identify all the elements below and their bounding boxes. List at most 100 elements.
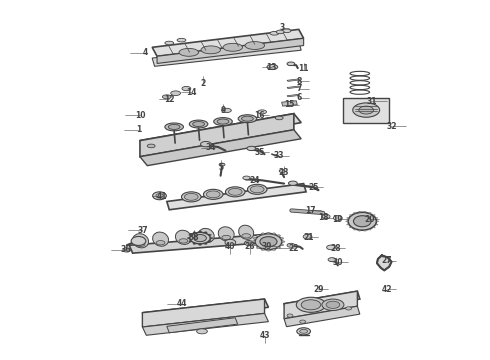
Ellipse shape bbox=[198, 244, 201, 245]
Ellipse shape bbox=[184, 193, 198, 200]
Text: 18: 18 bbox=[318, 213, 328, 222]
Ellipse shape bbox=[193, 232, 196, 233]
Ellipse shape bbox=[256, 247, 260, 249]
Ellipse shape bbox=[287, 243, 295, 247]
Ellipse shape bbox=[243, 176, 250, 180]
Ellipse shape bbox=[345, 221, 348, 222]
Ellipse shape bbox=[296, 297, 326, 312]
Ellipse shape bbox=[152, 232, 169, 246]
Ellipse shape bbox=[322, 215, 330, 219]
Polygon shape bbox=[140, 114, 294, 157]
Text: 32: 32 bbox=[386, 122, 397, 131]
Ellipse shape bbox=[287, 62, 295, 66]
Ellipse shape bbox=[255, 234, 282, 250]
Ellipse shape bbox=[300, 320, 306, 323]
Ellipse shape bbox=[364, 230, 366, 231]
Ellipse shape bbox=[353, 103, 380, 117]
Ellipse shape bbox=[203, 189, 223, 199]
Ellipse shape bbox=[359, 106, 373, 114]
Ellipse shape bbox=[275, 116, 283, 120]
Ellipse shape bbox=[297, 328, 311, 335]
Text: 15: 15 bbox=[284, 100, 294, 109]
Text: 5: 5 bbox=[218, 163, 223, 172]
Ellipse shape bbox=[228, 188, 242, 195]
Ellipse shape bbox=[168, 125, 180, 130]
Ellipse shape bbox=[187, 237, 190, 239]
Polygon shape bbox=[282, 101, 297, 106]
Ellipse shape bbox=[267, 64, 278, 69]
Ellipse shape bbox=[333, 216, 342, 221]
Ellipse shape bbox=[247, 146, 256, 150]
Text: 30: 30 bbox=[333, 258, 343, 267]
Ellipse shape bbox=[147, 144, 155, 148]
Ellipse shape bbox=[373, 214, 375, 216]
Ellipse shape bbox=[253, 244, 257, 246]
Text: 2: 2 bbox=[201, 79, 206, 88]
Text: 12: 12 bbox=[164, 95, 174, 104]
Text: 44: 44 bbox=[176, 299, 187, 308]
Ellipse shape bbox=[162, 95, 171, 99]
Ellipse shape bbox=[204, 243, 207, 244]
Polygon shape bbox=[152, 42, 301, 66]
Text: 16: 16 bbox=[254, 111, 265, 120]
Ellipse shape bbox=[261, 233, 265, 235]
Text: 7: 7 bbox=[296, 84, 301, 93]
Ellipse shape bbox=[277, 235, 281, 237]
Ellipse shape bbox=[190, 232, 210, 244]
Ellipse shape bbox=[225, 239, 236, 246]
Ellipse shape bbox=[373, 227, 375, 228]
Text: 39: 39 bbox=[262, 242, 272, 251]
Ellipse shape bbox=[238, 115, 257, 123]
Ellipse shape bbox=[277, 247, 281, 249]
Ellipse shape bbox=[210, 237, 213, 239]
Ellipse shape bbox=[194, 234, 206, 242]
Ellipse shape bbox=[346, 217, 349, 219]
Text: 36: 36 bbox=[120, 246, 130, 255]
Ellipse shape bbox=[221, 108, 231, 113]
Ellipse shape bbox=[369, 229, 371, 230]
Ellipse shape bbox=[239, 225, 254, 239]
Ellipse shape bbox=[376, 217, 378, 219]
Ellipse shape bbox=[369, 212, 371, 213]
Text: 14: 14 bbox=[186, 87, 196, 96]
Ellipse shape bbox=[272, 249, 276, 251]
Ellipse shape bbox=[349, 227, 351, 228]
Ellipse shape bbox=[245, 240, 253, 246]
Ellipse shape bbox=[242, 234, 250, 238]
Polygon shape bbox=[287, 86, 300, 89]
Text: 27: 27 bbox=[381, 256, 392, 265]
Ellipse shape bbox=[256, 235, 260, 237]
Ellipse shape bbox=[156, 240, 165, 245]
Ellipse shape bbox=[206, 191, 220, 198]
Ellipse shape bbox=[225, 187, 245, 197]
FancyBboxPatch shape bbox=[343, 98, 389, 123]
Ellipse shape bbox=[353, 216, 371, 227]
Text: 24: 24 bbox=[249, 176, 260, 185]
Ellipse shape bbox=[345, 307, 351, 310]
Text: 26: 26 bbox=[245, 242, 255, 251]
Ellipse shape bbox=[376, 224, 378, 225]
Ellipse shape bbox=[270, 32, 279, 35]
Ellipse shape bbox=[322, 299, 344, 311]
Ellipse shape bbox=[193, 243, 196, 244]
Ellipse shape bbox=[136, 242, 145, 247]
Ellipse shape bbox=[202, 237, 211, 241]
Ellipse shape bbox=[250, 186, 264, 193]
Polygon shape bbox=[157, 39, 304, 63]
Ellipse shape bbox=[348, 212, 376, 230]
Text: 42: 42 bbox=[381, 285, 392, 294]
Ellipse shape bbox=[223, 43, 243, 51]
Text: 6: 6 bbox=[296, 93, 301, 102]
Text: 37: 37 bbox=[137, 226, 147, 235]
Text: 33: 33 bbox=[274, 151, 285, 160]
Ellipse shape bbox=[198, 231, 201, 232]
Ellipse shape bbox=[258, 110, 267, 114]
Ellipse shape bbox=[358, 230, 361, 231]
Text: 38: 38 bbox=[188, 233, 199, 242]
Ellipse shape bbox=[156, 194, 163, 198]
Ellipse shape bbox=[280, 238, 284, 239]
Ellipse shape bbox=[287, 314, 293, 317]
Ellipse shape bbox=[182, 86, 191, 91]
Text: 21: 21 bbox=[303, 233, 314, 242]
Ellipse shape bbox=[276, 30, 284, 34]
